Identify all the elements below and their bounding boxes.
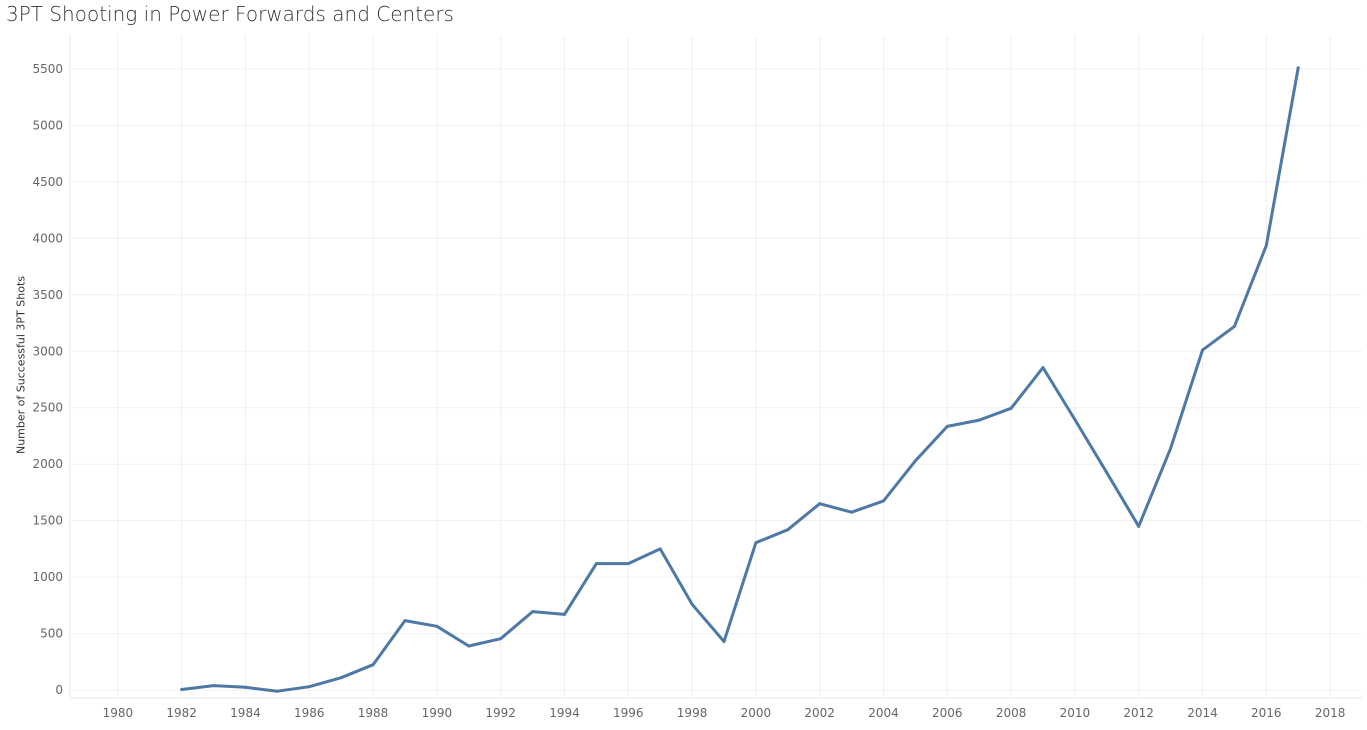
series-layer [180,66,1300,693]
data-point [467,644,471,648]
x-tick-label: 1988 [358,706,389,720]
axes [69,35,1362,699]
data-point [1296,66,1300,70]
y-tick-label: 2500 [32,401,63,415]
data-point [307,685,311,689]
y-tick-label: 5500 [32,62,63,76]
x-tick-label: 1984 [230,706,261,720]
data-point [754,541,758,545]
x-tick-label: 1996 [613,706,644,720]
data-point [435,624,439,628]
y-tick-label: 2000 [32,457,63,471]
data-point [1009,406,1013,410]
data-point [180,688,184,692]
y-tick-label: 1500 [32,514,63,528]
data-point [690,602,694,606]
x-tick-label: 2018 [1315,706,1346,720]
x-tick-label: 2014 [1187,706,1218,720]
data-point [945,424,949,428]
data-point [1073,418,1077,422]
x-tick-label: 2016 [1251,706,1282,720]
data-point [881,499,885,503]
data-point [658,547,662,551]
x-tick-label: 1994 [549,706,580,720]
data-point [371,663,375,667]
x-tick-label: 1992 [485,706,516,720]
data-point [562,612,566,616]
data-point [499,637,503,641]
y-tick-label: 1000 [32,570,63,584]
data-point [1264,244,1268,248]
y-tick-label: 5000 [32,118,63,132]
data-point [243,685,247,689]
chart-title: 3PT Shooting in Power Forwards and Cente… [6,2,454,26]
x-tick-label: 1980 [103,706,134,720]
data-point [275,689,279,693]
data-point [850,510,854,514]
data-point [722,640,726,644]
y-tick-label: 4500 [32,175,63,189]
y-tick-label: 3500 [32,288,63,302]
tick-labels: 1980 1982 1984 1986 1988 1990 1992 1994 1996 1998… [32,62,1345,720]
y-tick-label: 4000 [32,231,63,245]
x-tick-label: 2004 [868,706,899,720]
x-tick-label: 1998 [677,706,708,720]
data-point [786,528,790,532]
x-tick-label: 2000 [741,706,772,720]
data-point [403,619,407,623]
y-tick-label: 3000 [32,344,63,358]
x-tick-label: 1986 [294,706,325,720]
data-point [1200,348,1204,352]
x-tick-label: 2006 [932,706,963,720]
x-tick-label: 2008 [996,706,1027,720]
x-tick-label: 2010 [1060,706,1091,720]
data-point [818,502,822,506]
gridlines [70,35,1362,698]
series-line [180,66,1300,693]
data-point [1041,366,1045,370]
x-tick-label: 1982 [166,706,197,720]
data-point [626,562,630,566]
x-tick-label: 1990 [422,706,453,720]
data-point [1137,524,1141,528]
data-point [212,684,216,688]
data-point [531,610,535,614]
data-point [339,676,343,680]
data-point [594,562,598,566]
x-tick-label: 2012 [1123,706,1154,720]
y-tick-label: 500 [40,627,63,641]
data-point [1105,471,1109,475]
y-tick-label: 0 [55,683,63,697]
data-point [977,418,981,422]
data-point [913,459,917,463]
x-tick-label: 2002 [804,706,835,720]
data-point [1169,446,1173,450]
data-point [1232,324,1236,328]
